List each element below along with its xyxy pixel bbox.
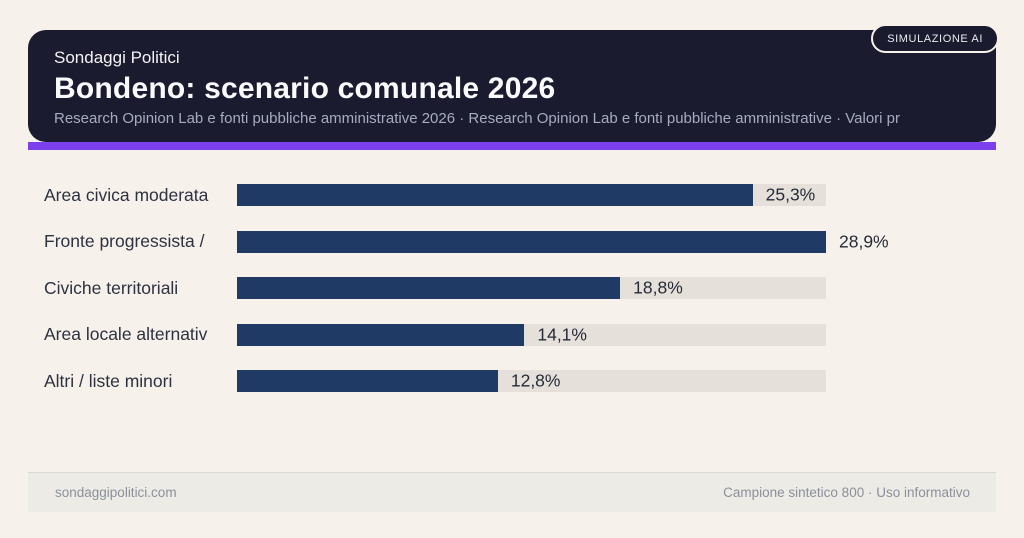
chart-row: Area locale alternativ 14,1% <box>44 312 996 359</box>
footer-note: Campione sintetico 800 · Uso informativo <box>723 485 970 500</box>
bar <box>237 370 498 393</box>
bar-track: 14,1% <box>237 323 826 346</box>
category-label: Civiche territoriali <box>44 277 179 298</box>
brand-kicker: Sondaggi Politici <box>54 48 180 67</box>
bar <box>237 277 621 300</box>
value-label: 18,8% <box>633 277 683 298</box>
page-title: Bondeno: scenario comunale 2026 <box>54 71 556 105</box>
chart-row: Altri / liste minori 12,8% <box>44 358 996 405</box>
bar-track: 25,3% <box>237 184 826 207</box>
bar <box>237 184 753 207</box>
value-label: 14,1% <box>537 324 587 345</box>
category-label: Area locale alternativ <box>44 324 208 345</box>
footer-source: sondaggipolitici.com <box>55 485 177 500</box>
bar-track: 18,8% <box>237 277 826 300</box>
value-label: 28,9% <box>839 231 889 252</box>
bar-track: 28,9% <box>237 230 889 253</box>
header-card: Sondaggi Politici Bondeno: scenario comu… <box>28 30 996 142</box>
simulation-ai-badge: SIMULAZIONE AI <box>871 24 999 53</box>
bar-track: 12,8% <box>237 370 826 393</box>
poll-bar-chart: Area civica moderata 25,3% Fronte progre… <box>44 172 996 405</box>
page-subtitle: Research Opinion Lab e fonti pubbliche a… <box>54 110 900 128</box>
accent-divider <box>28 142 996 150</box>
bar <box>237 230 826 253</box>
footer: sondaggipolitici.com Campione sintetico … <box>28 472 996 512</box>
value-label: 25,3% <box>765 184 816 205</box>
category-label: Fronte progressista / <box>44 231 205 252</box>
category-label: Area civica moderata <box>44 184 209 205</box>
chart-row: Area civica moderata 25,3% <box>44 172 996 219</box>
value-label: 12,8% <box>510 370 561 391</box>
chart-row: Fronte progressista / 28,9% <box>44 219 996 266</box>
category-label: Altri / liste minori <box>44 370 173 391</box>
bar <box>237 323 525 346</box>
chart-row: Civiche territoriali 18,8% <box>44 265 996 312</box>
